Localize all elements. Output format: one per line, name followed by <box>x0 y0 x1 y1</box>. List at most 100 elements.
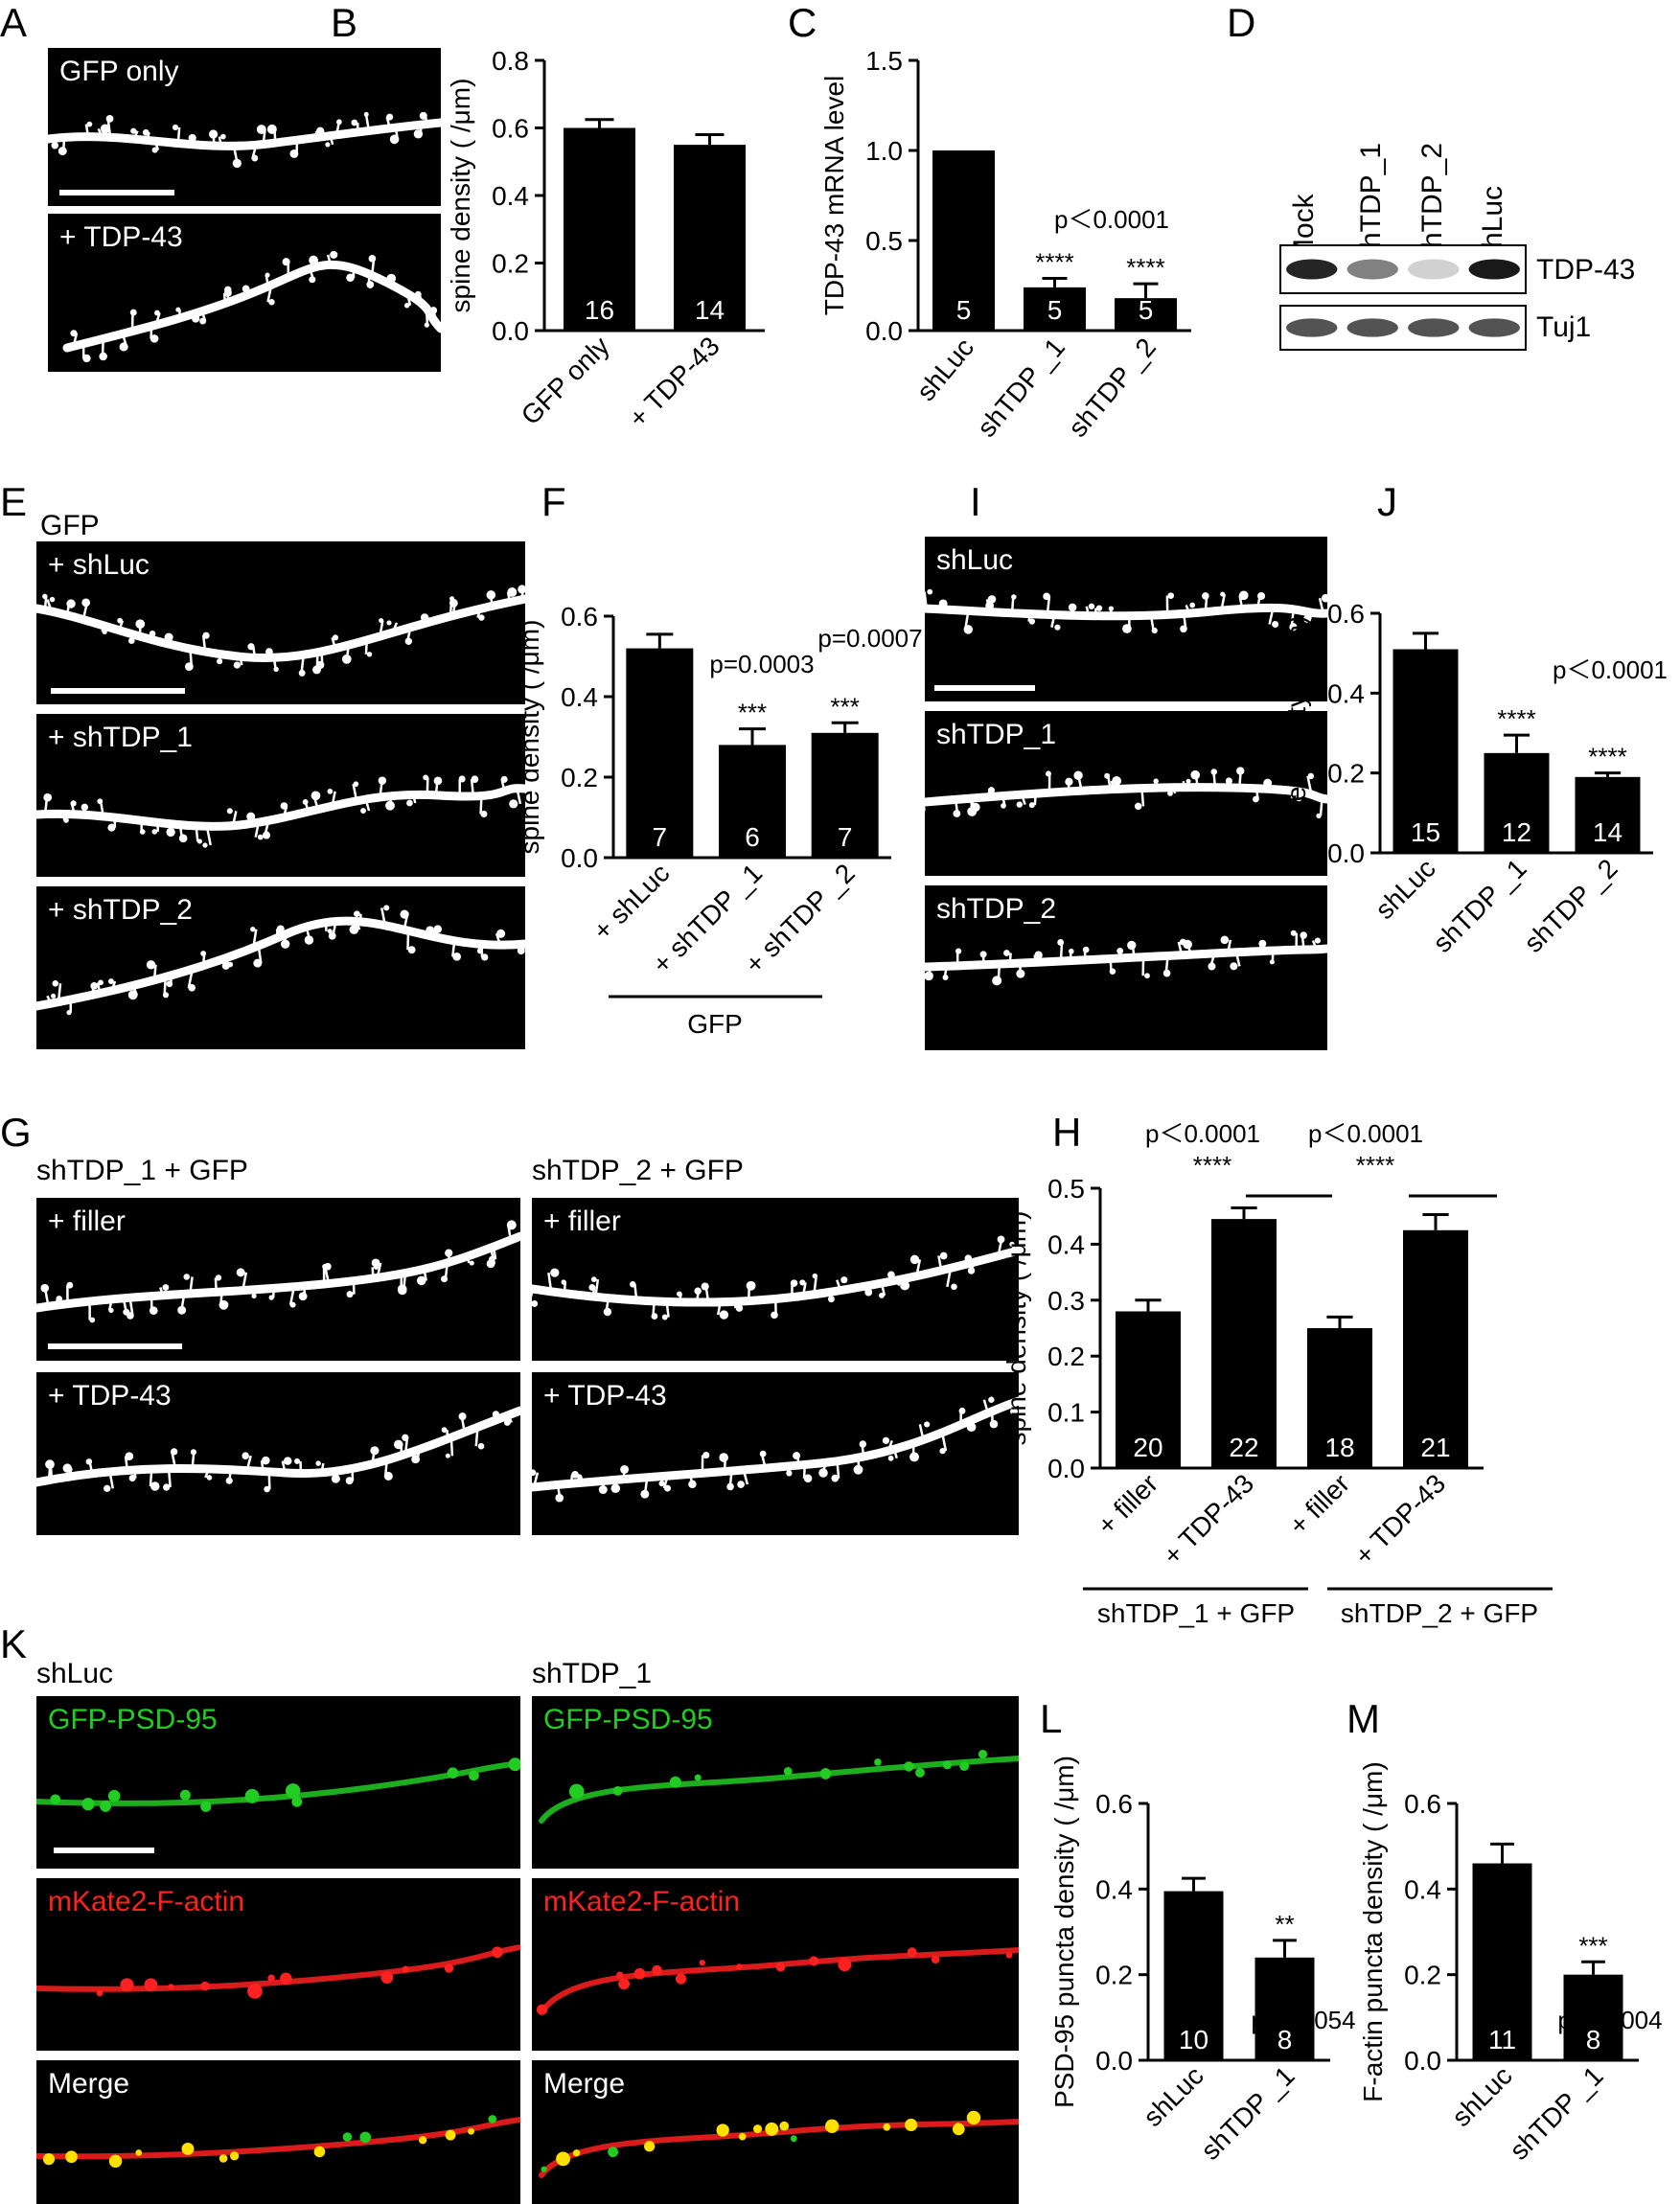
dendritic-spine <box>915 1259 922 1276</box>
spine-head <box>341 654 352 664</box>
x-tick-label: shLuc <box>1446 2060 1518 2132</box>
panel-letter-g: G <box>0 1110 32 1155</box>
dendritic-spine <box>371 1267 375 1279</box>
spine-head <box>266 124 277 134</box>
spine-head <box>1316 813 1322 819</box>
dendritic-spine <box>937 1255 943 1271</box>
micrograph-label: Merge <box>48 2068 130 2100</box>
dendritic-spine <box>46 599 53 612</box>
dendrite-drawing <box>925 930 1327 986</box>
dendritic-spine <box>470 779 475 797</box>
y-tick-label: 0.2 <box>561 763 598 792</box>
puncta <box>541 2166 547 2172</box>
spine-head <box>100 124 110 134</box>
spine-head <box>987 787 996 794</box>
dendrite-drawing <box>36 2115 520 2169</box>
spine-head <box>89 1317 96 1323</box>
spine-head <box>98 979 104 986</box>
spine-head <box>386 620 392 626</box>
x-tick-label: + filler <box>1283 1468 1355 1540</box>
significance-stars: **** <box>1588 743 1626 771</box>
dendritic-spine <box>801 1282 807 1297</box>
micrograph-label: + filler <box>543 1205 621 1237</box>
spine-head <box>1016 801 1023 808</box>
spine-head <box>1167 592 1175 599</box>
spine-head <box>532 1469 537 1477</box>
spine-head <box>42 593 48 600</box>
spine-head <box>550 1268 560 1277</box>
spine-head <box>162 1483 171 1491</box>
spine-head <box>262 831 271 839</box>
p-value-annotation: p=0.0007 <box>817 624 922 653</box>
spine-head <box>149 631 156 637</box>
spine-head <box>262 1456 270 1465</box>
spine-head <box>831 1474 840 1482</box>
p-value-annotation: p=0.0003 <box>709 650 814 678</box>
spine-head <box>302 798 309 805</box>
dendritic-spine <box>260 1459 265 1472</box>
spine-head <box>496 929 506 938</box>
spine-head <box>175 307 181 312</box>
spine-head <box>997 1235 1005 1244</box>
dendritic-spine <box>331 791 336 807</box>
dendritic-spine <box>405 293 412 307</box>
blot-strip-tuj1 <box>1279 305 1527 351</box>
dendritic-spine <box>476 608 482 618</box>
y-tick-label: 0.2 <box>492 249 529 279</box>
x-tick-label: + TDP-43 <box>623 331 725 433</box>
spine-head <box>759 1450 767 1458</box>
spine-head <box>183 1274 190 1280</box>
micrograph-label: + TDP-43 <box>48 1380 172 1412</box>
spine-head <box>149 1306 158 1316</box>
spine-head <box>108 978 114 984</box>
spine-head <box>66 1281 74 1289</box>
puncta <box>508 1757 520 1772</box>
bar <box>1472 1863 1532 2060</box>
dendritic-spine <box>1319 798 1323 816</box>
spine-head <box>1068 948 1074 954</box>
panel-letter-j: J <box>1377 479 1397 524</box>
spine-head <box>420 613 429 622</box>
spine-head <box>426 926 435 935</box>
dendritic-spine <box>742 1469 749 1485</box>
puncta <box>652 1964 662 1976</box>
spine-head <box>827 1296 835 1303</box>
panel-letter-c: C <box>788 0 817 45</box>
spine-head <box>43 792 53 802</box>
dendritic-spine <box>813 1275 817 1295</box>
spine-head <box>1257 591 1266 601</box>
spine-head <box>294 1458 301 1464</box>
dendritic-spine <box>167 1468 172 1488</box>
spine-head <box>40 1283 50 1293</box>
micrograph-k-shtdp1-merge: Merge <box>532 2060 1019 2204</box>
spine-head <box>1144 973 1150 979</box>
y-tick-label: 0.0 <box>865 316 903 346</box>
y-tick-label: 0.4 <box>1047 1229 1085 1259</box>
dendritic-spine <box>1306 775 1313 795</box>
blot-band <box>1286 318 1338 337</box>
spine-head <box>162 1284 170 1291</box>
micrograph-label: shLuc <box>936 544 1014 576</box>
spine-head <box>247 643 255 651</box>
panel-g-right-title: shTDP_2 + GFP <box>532 1155 744 1186</box>
dendritic-spine <box>231 811 238 826</box>
spine-head <box>719 1310 729 1320</box>
micrograph-label: + shTDP_1 <box>48 722 193 753</box>
dendritic-spine <box>733 1300 739 1309</box>
y-axis-label: spine density ( /μm) <box>515 620 544 855</box>
spine-head <box>268 1295 274 1300</box>
puncta <box>753 2124 763 2134</box>
spine-head <box>206 1475 213 1481</box>
micrograph-label: + TDP-43 <box>59 221 183 253</box>
p-value-annotation: p＜0.0001 <box>1553 655 1668 684</box>
dendritic-spine <box>364 114 371 131</box>
spine-head <box>879 1293 885 1298</box>
spine-head <box>925 971 933 981</box>
spine-head <box>178 834 188 843</box>
spine-head <box>909 1254 920 1265</box>
dendritic-spine <box>108 1471 115 1489</box>
dendritic-spine <box>887 1439 893 1452</box>
spine-head <box>345 1477 354 1485</box>
spine-head <box>1167 790 1173 796</box>
spine-head <box>423 774 429 781</box>
